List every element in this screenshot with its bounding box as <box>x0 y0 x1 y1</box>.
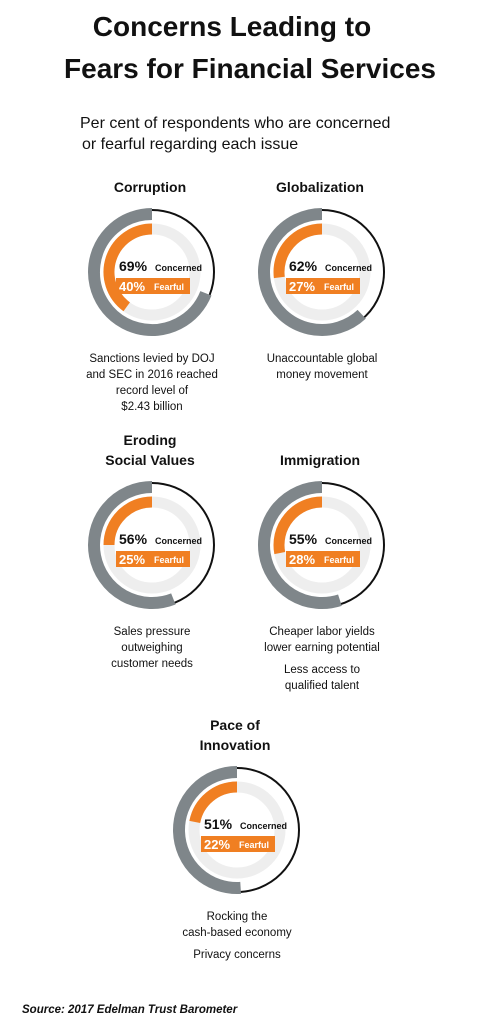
note: Cheaper labor yields <box>269 626 375 638</box>
concerned-arc <box>88 208 212 336</box>
concerned-arc <box>258 481 342 609</box>
source: Source: 2017 Edelman Trust Barometer <box>22 1004 238 1016</box>
note: qualified talent <box>285 680 360 692</box>
subtitle: Per cent of respondents who are concerne… <box>80 115 390 132</box>
gauge-title: Eroding <box>124 432 177 448</box>
fearful-arc <box>103 223 153 312</box>
note: Sanctions levied by DOJ <box>89 353 214 365</box>
fearful-value: 40% <box>119 279 145 294</box>
gauge-title: Pace of <box>210 717 260 733</box>
concerned-arc <box>173 766 242 894</box>
concerned-label: Concerned <box>240 821 287 831</box>
note: record level of <box>116 385 189 397</box>
concerned-value: 69% <box>119 258 148 274</box>
fearful-value: 27% <box>289 279 315 294</box>
fearful-box <box>286 551 360 567</box>
note: outweighing <box>121 642 182 654</box>
fearful-value: 22% <box>204 837 230 852</box>
fearful-box <box>286 278 360 294</box>
fearful-box <box>201 836 275 852</box>
note: and SEC in 2016 reached <box>86 369 218 381</box>
concerned-value: 56% <box>119 531 148 547</box>
fearful-value: 25% <box>119 552 145 567</box>
fearful-arc <box>273 496 323 555</box>
fearful-label: Fearful <box>154 555 184 565</box>
gauge-title: Innovation <box>200 737 271 753</box>
gauge-title: Social Values <box>105 452 195 468</box>
gauge-title: Globalization <box>276 179 364 195</box>
note: money movement <box>276 369 368 381</box>
fearful-label: Fearful <box>324 555 354 565</box>
fearful-box <box>116 551 190 567</box>
concerned-value: 55% <box>289 531 318 547</box>
concerned-label: Concerned <box>325 536 372 546</box>
note: lower earning potential <box>264 642 380 654</box>
concerned-value: 51% <box>204 816 233 832</box>
fearful-label: Fearful <box>239 840 269 850</box>
fearful-arc <box>189 781 238 824</box>
concerned-arc <box>88 481 176 609</box>
note: $2.43 billion <box>121 401 182 413</box>
note: Unaccountable global <box>267 353 378 365</box>
concerned-label: Concerned <box>325 263 372 273</box>
note: Rocking the <box>207 911 268 923</box>
title: Fears for Financial Services <box>64 53 436 84</box>
concerned-label: Concerned <box>155 536 202 546</box>
subtitle: or fearful regarding each issue <box>82 136 298 153</box>
concerned-arc <box>258 208 366 336</box>
note: customer needs <box>111 658 193 670</box>
gauge-title: Immigration <box>280 452 360 468</box>
fearful-value: 28% <box>289 552 315 567</box>
note: Sales pressure <box>114 626 191 638</box>
concerned-label: Concerned <box>155 263 202 273</box>
fearful-box <box>116 278 190 294</box>
concerned-value: 62% <box>289 258 318 274</box>
fearful-arc <box>103 496 153 546</box>
note: Less access to <box>284 664 360 676</box>
gauge-title: Corruption <box>114 179 186 195</box>
fearful-label: Fearful <box>324 282 354 292</box>
title: Concerns Leading to <box>93 11 371 42</box>
fearful-label: Fearful <box>154 282 184 292</box>
fearful-arc <box>273 223 323 279</box>
note: cash-based economy <box>182 927 292 939</box>
note: Privacy concerns <box>193 949 281 961</box>
